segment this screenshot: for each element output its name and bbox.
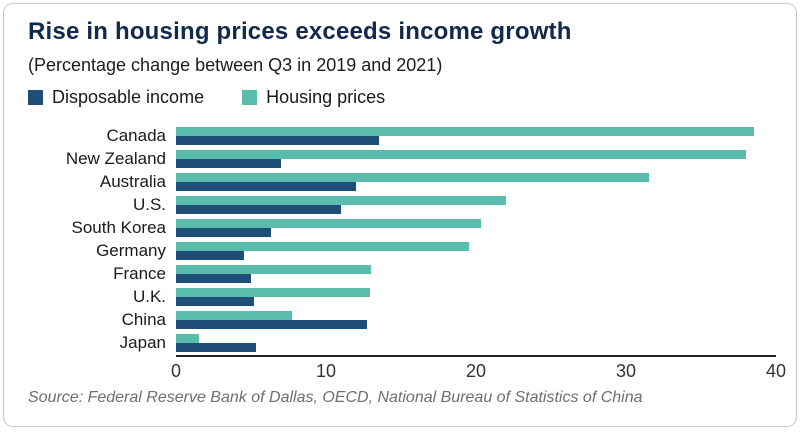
disposable-income-bar (176, 273, 251, 283)
legend: Disposable income Housing prices (28, 87, 776, 108)
bar-track (176, 126, 776, 145)
housing-prices-bar (176, 126, 754, 136)
housing-prices-bar (176, 287, 370, 297)
disposable-income-bar (176, 158, 281, 168)
disposable-income-bar (176, 250, 244, 260)
bar-row: New Zealand (28, 147, 776, 170)
legend-label-housing: Housing prices (266, 87, 386, 107)
category-label: China (121, 309, 166, 329)
disposable-income-bar (176, 296, 254, 306)
bar-chart: Canada New Zealand Australia U.S. South Kore… (28, 124, 786, 383)
bar-row: U.S. (28, 193, 776, 216)
bar-row: U.K. (28, 285, 776, 308)
x-tick-label: 10 (315, 361, 337, 381)
x-tick-label: 0 (170, 361, 182, 381)
income-swatch (28, 90, 43, 105)
housing-prices-bar (176, 264, 371, 274)
disposable-income-bar (176, 135, 379, 145)
bar-track (176, 333, 776, 352)
x-axis-row: 0 10 20 30 40 (28, 355, 786, 383)
disposable-income-bar (176, 319, 367, 329)
bar-rows: Canada New Zealand Australia U.S. South Kore… (28, 124, 776, 354)
category-label: Germany (96, 240, 166, 260)
x-axis: 0 10 20 30 40 (171, 355, 786, 383)
bar-track (176, 172, 776, 191)
source-note: Source: Federal Reserve Bank of Dallas, … (28, 389, 643, 406)
disposable-income-bar (176, 342, 256, 352)
bar-track (176, 310, 776, 329)
bar-row: China (28, 308, 776, 331)
category-label: Australia (99, 171, 166, 191)
housing-prices-bar (176, 310, 292, 320)
bar-track (176, 264, 776, 283)
housing-prices-bar (176, 333, 199, 343)
x-tick-label: 20 (465, 361, 487, 381)
disposable-income-bar (176, 181, 356, 191)
category-label: U.K. (132, 286, 166, 306)
housing-prices-bar (176, 195, 506, 205)
legend-item-disposable-income: Disposable income (28, 87, 204, 108)
disposable-income-bar (176, 227, 271, 237)
bar-row: Australia (28, 170, 776, 193)
disposable-income-bar (176, 204, 341, 214)
chart-title: Rise in housing prices exceeds income gr… (28, 18, 572, 45)
housing-prices-bar (176, 218, 481, 228)
x-tick-label: 40 (765, 361, 787, 381)
bar-row: Germany (28, 239, 776, 262)
category-label: New Zealand (65, 148, 166, 168)
housing-prices-bar (176, 149, 746, 159)
bar-track (176, 149, 776, 168)
category-label: Japan (119, 332, 166, 352)
category-label: U.S. (132, 194, 166, 214)
x-tick-label: 30 (615, 361, 637, 381)
housing-prices-bar (176, 241, 469, 251)
category-label: Canada (106, 125, 166, 145)
bar-track (176, 195, 776, 214)
bar-row: Japan (28, 331, 776, 354)
bar-row: Canada (28, 124, 776, 147)
category-label: South Korea (71, 217, 166, 237)
bar-track (176, 287, 776, 306)
housing-swatch (242, 90, 258, 105)
bar-row: France (28, 262, 776, 285)
bar-track (176, 241, 776, 260)
category-label: France (113, 263, 166, 283)
housing-prices-bar (176, 172, 649, 182)
bar-track (176, 218, 776, 237)
chart-subtitle: (Percentage change between Q3 in 2019 an… (28, 55, 443, 75)
legend-item-housing-prices: Housing prices (242, 87, 385, 108)
axis-spacer (28, 355, 176, 383)
bar-row: South Korea (28, 216, 776, 239)
chart-card: Rise in housing prices exceeds income gr… (3, 3, 797, 427)
legend-label-income: Disposable income (52, 87, 205, 107)
